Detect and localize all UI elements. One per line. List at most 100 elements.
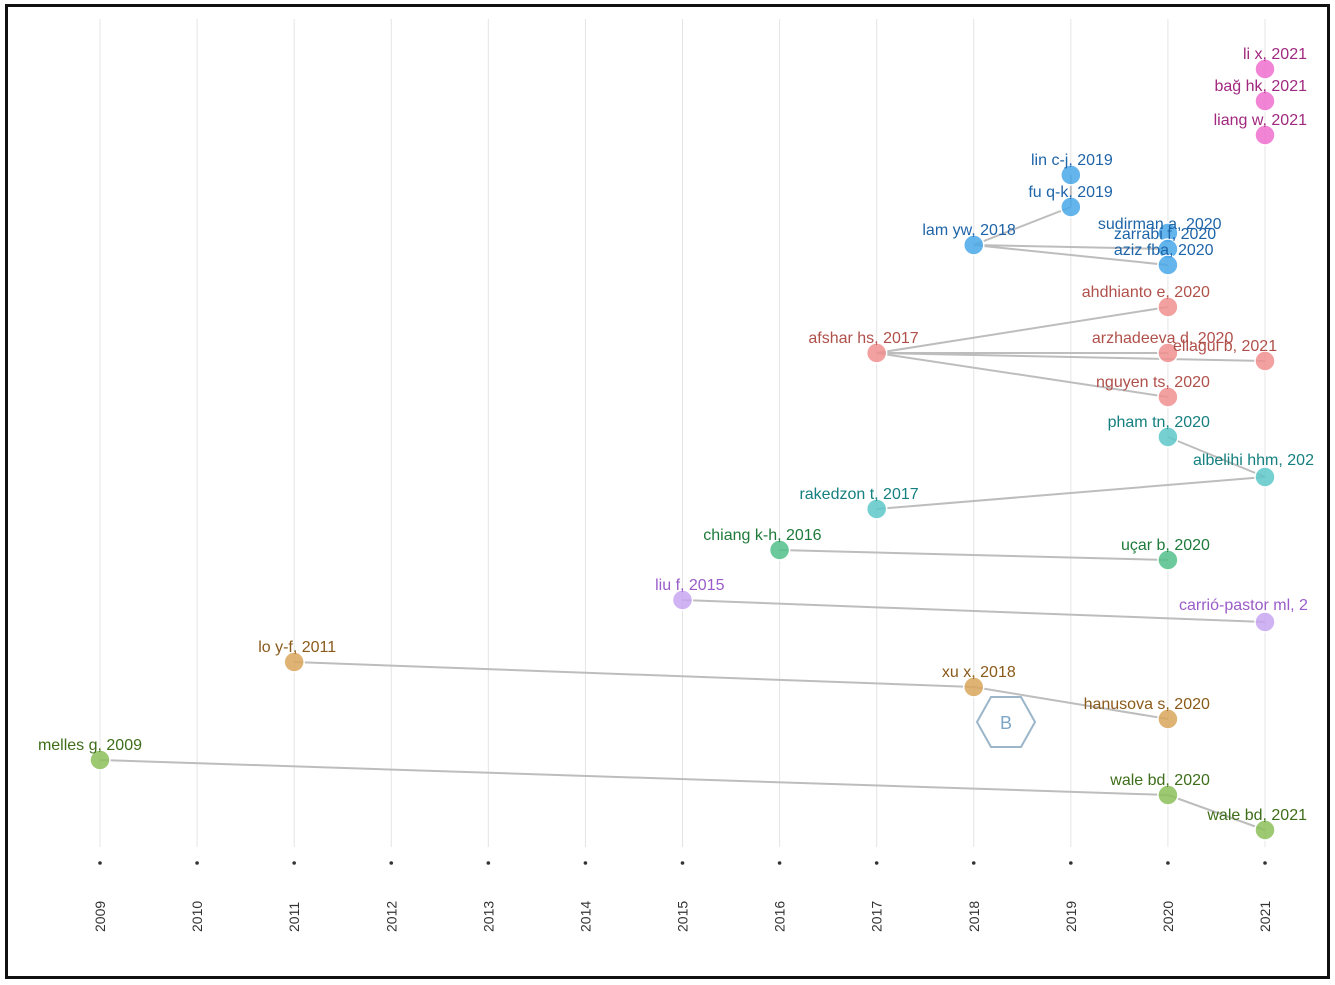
link-chiang-2016-to-ucar-2020 — [779, 549, 1168, 561]
tick-mark-2020 — [1166, 861, 1170, 865]
citation-links — [99, 175, 1266, 831]
node-label-lam-2018: lam yw, 2018 — [922, 222, 1015, 239]
node-label-wale-2021: wale bd, 2021 — [1206, 807, 1307, 824]
node-nguyen-2020[interactable] — [1157, 386, 1179, 408]
node-arzhadeeva-2020[interactable] — [1157, 342, 1179, 364]
node-carrio-2021[interactable] — [1254, 611, 1276, 633]
link-lo-2011-to-xu-2018 — [294, 661, 974, 688]
tick-mark-2019 — [1069, 861, 1073, 865]
link-lam-2018-to-zarrabi-2020 — [973, 244, 1168, 250]
node-xu-2018[interactable] — [963, 676, 985, 698]
node-label-xu-2018: xu x, 2018 — [942, 664, 1016, 681]
watermark-text: B — [1000, 713, 1012, 733]
x-axis-ticks: 2009 2010 2011 2012 2013 2014 2015 2016 2017 2018… — [92, 861, 1273, 932]
link-liu-2015-to-carrio-2021 — [682, 599, 1266, 623]
node-albelihi-2021[interactable] — [1254, 466, 1276, 488]
grid-lines — [99, 19, 1266, 847]
node-label-zarrabi-2020: zarrabi f, 2020 — [1114, 226, 1216, 243]
tick-mark-2014 — [583, 861, 588, 865]
tick-label-2018: 2018 — [966, 901, 982, 932]
tick-label-2019: 2019 — [1063, 901, 1079, 932]
node-label-wale-2020: wale bd, 2020 — [1109, 772, 1210, 789]
chart-frame: B li x, 2021 bağ hk, 2021 liang w, 2021 lin… — [5, 4, 1330, 979]
node-label-liang-2021: liang w, 2021 — [1214, 112, 1308, 129]
link-lam-2018-to-aziz-2020 — [973, 244, 1169, 266]
tick-mark-2018 — [971, 861, 976, 865]
link-pham-2020-to-albelihi-2021 — [1167, 436, 1266, 478]
node-afshar-2017[interactable] — [865, 342, 888, 364]
link-afshar-2017-to-ahdhianto-2020 — [876, 306, 1169, 354]
tick-mark-2012 — [389, 861, 394, 865]
tick-mark-2016 — [777, 861, 782, 865]
tick-label-2011: 2011 — [286, 902, 302, 932]
node-label-afshar-2017: afshar hs, 2017 — [808, 330, 918, 347]
node-label-li-2021: li x, 2021 — [1243, 46, 1307, 63]
tick-mark-2021 — [1263, 861, 1267, 865]
tick-label-2009: 2009 — [92, 901, 108, 932]
node-ahdhianto-2020[interactable] — [1157, 296, 1179, 318]
node-label-ucar-2020: uçar b, 2020 — [1121, 537, 1210, 554]
node-label-nguyen-2020: nguyen ts, 2020 — [1096, 374, 1210, 391]
node-rakedzon-2017[interactable] — [865, 498, 888, 520]
node-wale-2021[interactable] — [1254, 819, 1276, 841]
tick-label-2017: 2017 — [869, 901, 885, 932]
node-label-sudirman-2020: sudirman a, 2020 — [1098, 216, 1222, 233]
node-liang-2021[interactable] — [1254, 124, 1276, 146]
node-lo-2011[interactable] — [283, 651, 305, 673]
tick-label-2021: 2021 — [1257, 901, 1273, 932]
tick-label-2020: 2020 — [1160, 901, 1176, 932]
node-lam-2018[interactable] — [963, 234, 985, 256]
node-label-chiang-2016: chiang k-h, 2016 — [703, 527, 821, 544]
node-label-arzhadeeva-2020: arzhadeeva d, 2020 — [1092, 330, 1234, 347]
link-rakedzon-2017-to-albelihi-2021 — [876, 476, 1266, 510]
tick-label-2014: 2014 — [577, 901, 593, 932]
node-label-rakedzon-2017: rakedzon t, 2017 — [799, 486, 918, 503]
tick-label-2012: 2012 — [383, 901, 399, 932]
link-wale-2020-to-wale-2021 — [1167, 794, 1266, 831]
link-xu-2018-to-hanusova-2020 — [973, 686, 1169, 720]
node-label-elaggui-2021: ellagui b, 2021 — [1173, 338, 1277, 355]
node-label-aziz-2020: aziz fba, 2020 — [1114, 242, 1214, 259]
node-label-hanusova-2020: hanusova s, 2020 — [1084, 696, 1210, 713]
node-label-pham-2020: pham tn, 2020 — [1108, 414, 1210, 431]
tick-mark-2010 — [195, 861, 199, 865]
node-lin-2019[interactable] — [1060, 164, 1082, 186]
tick-label-2013: 2013 — [480, 901, 496, 932]
node-label-lin-2019: lin c-j, 2019 — [1031, 152, 1113, 169]
node-elaggui-2021[interactable] — [1254, 350, 1276, 372]
node-hanusova-2020[interactable] — [1157, 708, 1179, 730]
historiograph-chart: B li x, 2021 bağ hk, 2021 liang w, 2021 lin… — [38, 19, 1314, 932]
node-chiang-2016[interactable] — [768, 539, 791, 561]
link-afshar-2017-to-elaggui-2021 — [876, 352, 1266, 362]
link-fu-2019-to-lam-2018 — [973, 206, 1072, 246]
paper-labels: li x, 2021 bağ hk, 2021 liang w, 2021 lin c… — [38, 46, 1314, 824]
node-label-melles-2009: melles g, 2009 — [38, 737, 142, 754]
node-aziz-2020[interactable] — [1157, 254, 1179, 276]
node-wale-2020[interactable] — [1157, 784, 1179, 806]
tick-mark-2015 — [680, 861, 685, 865]
tick-label-2015: 2015 — [675, 901, 691, 932]
node-bag-2021[interactable] — [1254, 90, 1276, 112]
tick-mark-2011 — [292, 861, 296, 865]
node-melles-2009[interactable] — [89, 749, 111, 771]
node-label-bag-2021: bağ hk, 2021 — [1214, 78, 1307, 95]
tick-label-2016: 2016 — [772, 901, 788, 932]
paper-nodes — [89, 58, 1276, 841]
link-afshar-2017-to-nguyen-2020 — [876, 352, 1169, 398]
tick-mark-2013 — [486, 861, 491, 865]
node-li-2021[interactable] — [1254, 58, 1276, 80]
node-ucar-2020[interactable] — [1157, 549, 1179, 571]
node-label-lo-2011: lo y-f, 2011 — [258, 639, 336, 656]
hexagon-logo-icon: B — [975, 696, 1037, 748]
tick-label-2010: 2010 — [189, 901, 205, 932]
node-label-liu-2015: liu f, 2015 — [655, 577, 724, 594]
tick-mark-2009 — [98, 861, 102, 865]
node-label-albelihi-2021: albelihi hhm, 202 — [1193, 452, 1314, 469]
node-pham-2020[interactable] — [1157, 426, 1179, 448]
link-melles-2009-to-wale-2020 — [99, 759, 1168, 796]
node-liu-2015[interactable] — [671, 589, 694, 611]
node-fu-2019[interactable] — [1060, 196, 1082, 218]
node-label-fu-2019: fu q-k, 2019 — [1028, 184, 1113, 201]
node-label-carrio-2021: carrió-pastor ml, 2 — [1179, 597, 1308, 614]
node-label-ahdhianto-2020: ahdhianto e, 2020 — [1082, 284, 1210, 301]
